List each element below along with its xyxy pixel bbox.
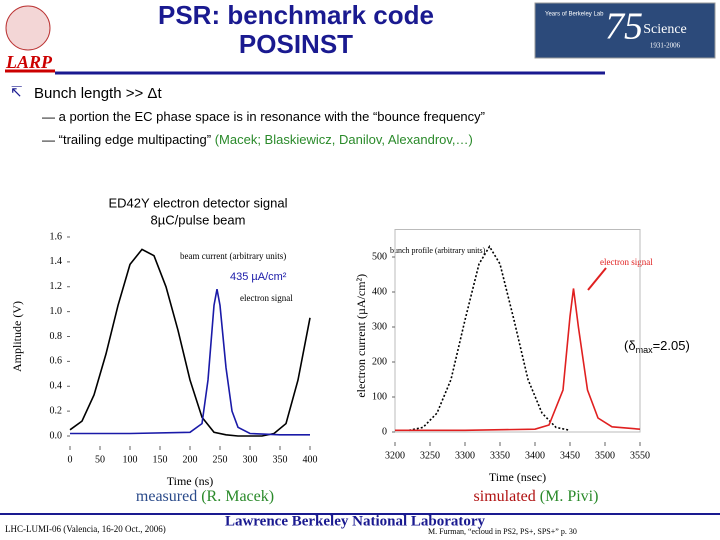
x-tick-label: 0 [68,454,73,465]
delta-part: max [636,345,654,355]
x-tick-label: 3250 [420,450,440,461]
x-tick-label: 400 [303,454,318,465]
footer: Lawrence Berkeley National Laboratory [225,513,486,529]
x-tick-label: 100 [123,454,138,465]
y-axis-label: electron current (µA/cm²) [354,274,368,398]
annotation: 435 µA/cm² [230,271,287,283]
annotation: (δmax=2.05) [624,338,690,355]
chart-title: ED42Y electron detector signal [109,195,288,210]
x-tick-label: 3300 [455,450,475,461]
logo-number: 75 [605,6,643,48]
title: PSR: benchmark code [158,0,434,30]
x-tick-label: 3400 [525,450,545,461]
x-tick-label: 50 [95,454,105,465]
y-tick-label: 400 [372,286,387,297]
x-tick-label: 3550 [630,450,650,461]
y-tick-label: 1.6 [50,231,63,242]
annotation: beam current (arbitrary units) [180,251,286,261]
caption: measured (R. Macek) [136,488,274,505]
y-tick-label: 0.4 [50,381,63,392]
logo-right [534,2,716,59]
logo-text: Science [643,22,687,37]
x-tick-label: 200 [183,454,198,465]
y-axis-label: Amplitude (V) [10,301,24,372]
sub-bullet: — “trailing edge multipacting” (Macek; B… [42,132,473,147]
caption-part: (R. Macek) [201,488,274,505]
x-tick-label: 3350 [490,450,510,461]
sub-bullet: — a portion the EC phase space is in res… [42,109,485,124]
bullet: Bunch length >> Δt [34,85,162,102]
y-tick-label: 0.8 [50,331,63,342]
footer: LHC-LUMI-06 (Valencia, 16-20 Oct., 2006) [5,524,166,534]
plot-frame [394,229,641,433]
annotation: electron signal [240,293,293,303]
annotation: bunch profile (arbitrary units) [390,246,486,255]
y-tick-label: 0.6 [50,356,63,367]
logo-text: Years of Berkeley Lab [545,12,604,18]
x-axis-label: Time (ns) [167,474,214,488]
y-tick-label: 300 [372,321,387,332]
x-tick-label: 150 [153,454,168,465]
logo-graphic [5,5,51,51]
logo-left: LARP [5,52,53,72]
y-tick-label: 100 [372,391,387,402]
series-line [395,288,641,432]
sub-bullet-text: (Macek; Blaskiewicz, Danilov, Alexandrov… [215,132,473,147]
series-line [70,289,310,436]
y-tick-label: 1.0 [50,306,63,317]
x-tick-label: 3450 [560,450,580,461]
x-tick-label: 300 [243,454,258,465]
x-tick-label: 3500 [595,450,615,461]
y-tick-label: 500 [372,251,387,262]
annotation: electron signal [600,257,653,267]
caption-part: measured [136,488,197,505]
caption-part: (M. Pivi) [540,488,599,505]
series-line [408,244,571,432]
y-tick-label: 1.2 [50,281,63,292]
x-tick-label: 3200 [385,450,405,461]
y-tick-label: 1.4 [50,256,63,267]
x-tick-label: 250 [213,454,228,465]
title: POSINST [239,29,353,59]
y-tick-label: 0.0 [50,430,63,441]
footer: M. Furman, “ecloud in PS2, PS+, SPS+” p.… [428,527,577,536]
x-axis-label: Time (nsec) [489,470,546,484]
arrow [587,267,607,291]
logo-text: 1931-2006 [650,42,681,50]
caption-part: simulated [474,488,536,505]
chart-title: 8µC/pulse beam [151,212,246,227]
y-tick-label: 0 [382,426,387,437]
y-tick-label: 0.2 [50,405,63,416]
sub-bullet-text: “trailing edge multipacting” [59,132,211,147]
caption: simulated (M. Pivi) [474,488,599,505]
sub-bullet-text: a portion the EC phase space is in reson… [59,109,485,124]
bullet-icon: ↸ [10,84,23,101]
y-tick-label: 200 [372,356,387,367]
delta-part: (δ [624,338,636,353]
x-tick-label: 350 [273,454,288,465]
delta-part: =2.05) [653,338,690,353]
